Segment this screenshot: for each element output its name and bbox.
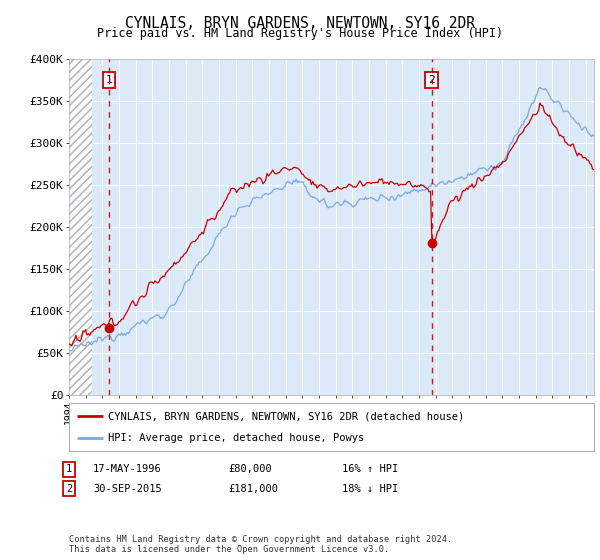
Text: 1: 1 [105,75,112,85]
Text: CYNLAIS, BRYN GARDENS, NEWTOWN, SY16 2DR (detached house): CYNLAIS, BRYN GARDENS, NEWTOWN, SY16 2DR… [109,411,464,421]
Text: Price paid vs. HM Land Registry's House Price Index (HPI): Price paid vs. HM Land Registry's House … [97,27,503,40]
Bar [69,59,92,395]
Text: 2: 2 [66,484,72,494]
Text: 18% ↓ HPI: 18% ↓ HPI [342,484,398,494]
Text: 30-SEP-2015: 30-SEP-2015 [93,484,162,494]
Bar [69,59,92,395]
Text: 16% ↑ HPI: 16% ↑ HPI [342,464,398,474]
Text: Contains HM Land Registry data © Crown copyright and database right 2024.
This d: Contains HM Land Registry data © Crown c… [69,535,452,554]
Text: 2: 2 [428,75,435,85]
Text: 1: 1 [66,464,72,474]
Text: 17-MAY-1996: 17-MAY-1996 [93,464,162,474]
Text: HPI: Average price, detached house, Powys: HPI: Average price, detached house, Powy… [109,433,365,443]
Text: CYNLAIS, BRYN GARDENS, NEWTOWN, SY16 2DR: CYNLAIS, BRYN GARDENS, NEWTOWN, SY16 2DR [125,16,475,31]
Text: £80,000: £80,000 [228,464,272,474]
Text: £181,000: £181,000 [228,484,278,494]
